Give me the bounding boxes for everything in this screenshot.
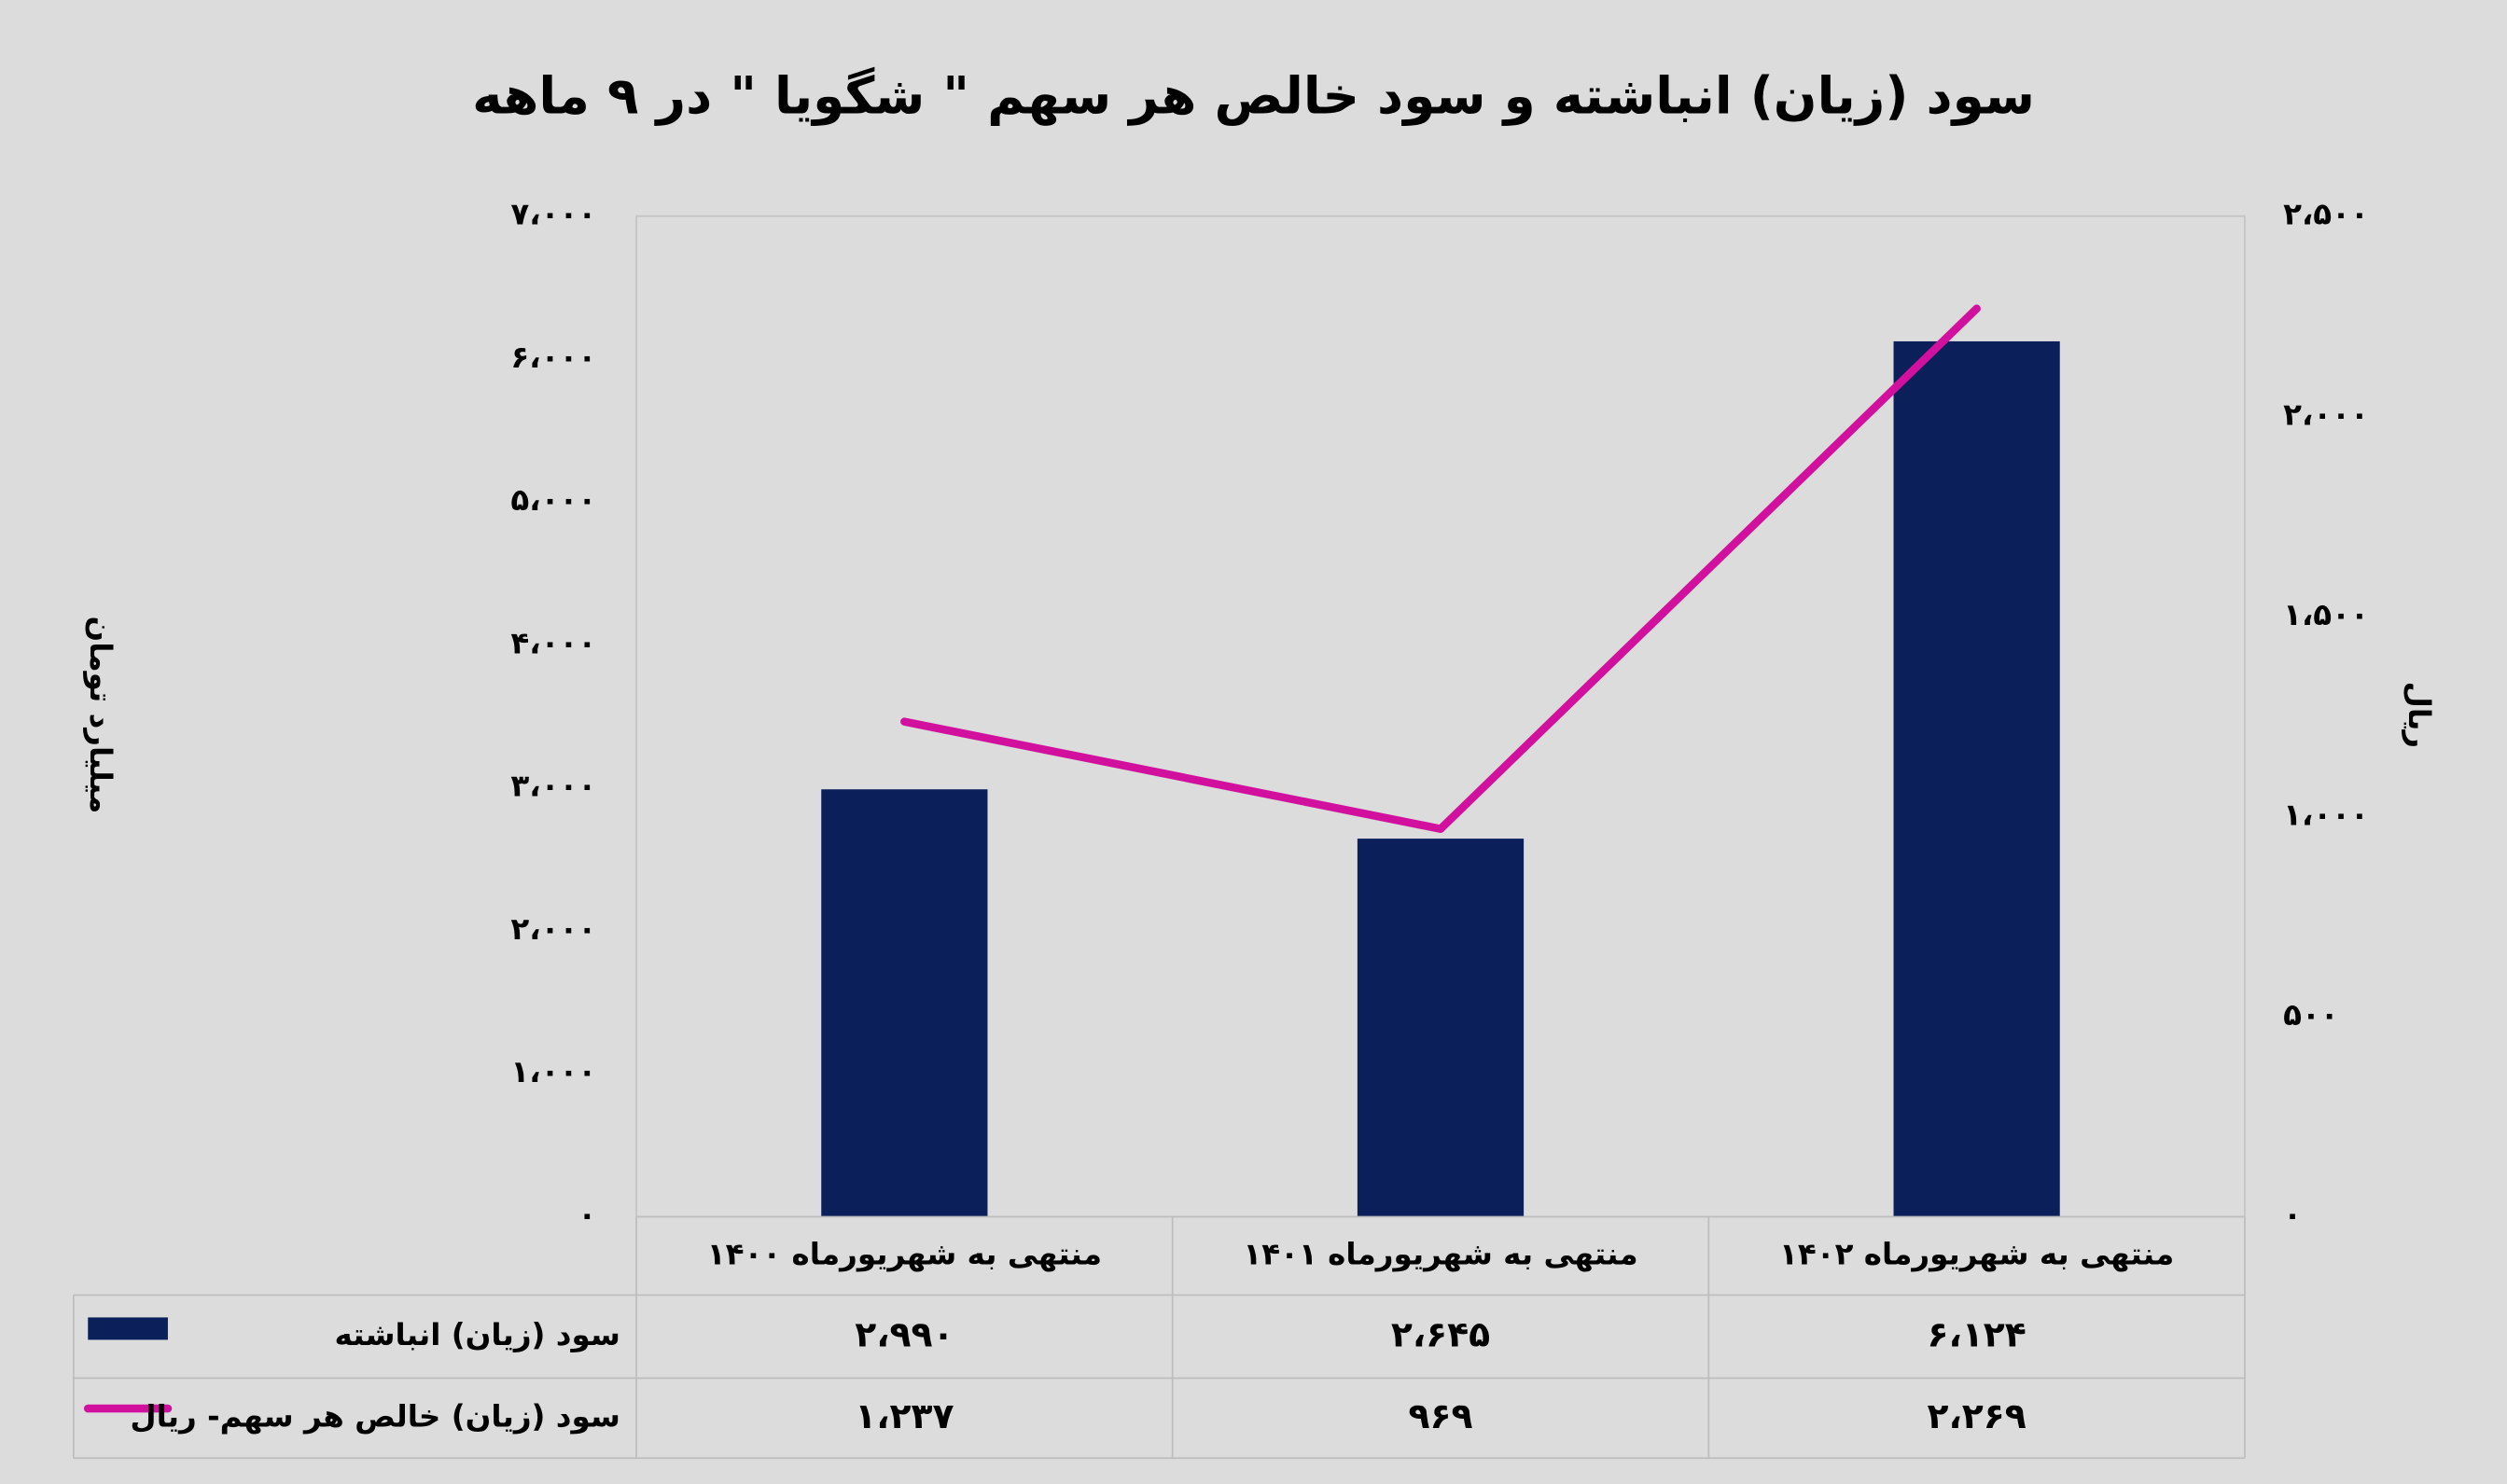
y2-tick-label: ۵۰۰ bbox=[2283, 997, 2339, 1033]
y2-tick-label: ۲،۰۰۰ bbox=[2283, 396, 2369, 432]
y2-tick-label: ۱،۵۰۰ bbox=[2283, 597, 2369, 632]
table-value: ۹۶۹ bbox=[1408, 1395, 1472, 1436]
y-tick-label: ۴،۰۰۰ bbox=[510, 625, 596, 660]
legend-swatch bbox=[88, 1317, 168, 1340]
y-tick-label: ۵،۰۰۰ bbox=[510, 482, 596, 518]
x-tick-label: منتهی به شهریورماه ۱۴۰۲ bbox=[1779, 1236, 2174, 1271]
table-value: ۲،۲۶۹ bbox=[1927, 1395, 2026, 1436]
y-tick-label: ۲،۰۰۰ bbox=[510, 911, 596, 947]
bar bbox=[1893, 340, 2060, 1217]
legend-label: سود (زیان) خالص هر سهم- ریال bbox=[130, 1398, 620, 1434]
y-tick-label: ۳،۰۰۰ bbox=[510, 769, 596, 804]
y-axis-label: میلیارد تومان bbox=[83, 616, 118, 813]
y2-tick-label: ۲،۵۰۰ bbox=[2283, 197, 2369, 232]
y-tick-label: ۰ bbox=[578, 1197, 596, 1232]
line bbox=[900, 304, 1981, 833]
table-value: ۶،۱۲۴ bbox=[1927, 1313, 2026, 1354]
table-value: ۱،۲۳۷ bbox=[855, 1395, 954, 1436]
legend-label: سود (زیان) انباشته bbox=[334, 1317, 620, 1352]
y2-axis-label: ریال bbox=[2402, 682, 2437, 748]
x-tick-label: منتهی به شهریورماه ۱۴۰۱ bbox=[1243, 1236, 1637, 1271]
bar bbox=[821, 789, 988, 1217]
y-tick-label: ۱،۰۰۰ bbox=[510, 1054, 596, 1089]
y2-tick-label: ۰ bbox=[2283, 1197, 2302, 1232]
y-tick-label: ۶،۰۰۰ bbox=[510, 340, 596, 375]
table-value: ۲،۹۹۰ bbox=[855, 1313, 954, 1354]
y-tick-label: ۷،۰۰۰ bbox=[510, 197, 596, 232]
y2-tick-label: ۱،۰۰۰ bbox=[2283, 797, 2369, 832]
chart-title: سود (زیان) انباشته و سود خالص هر سهم " ش… bbox=[472, 66, 2035, 127]
table-value: ۲،۶۴۵ bbox=[1391, 1313, 1490, 1354]
bar bbox=[1357, 839, 1525, 1217]
x-tick-label: منتهی به شهریورماه ۱۴۰۰ bbox=[707, 1236, 1102, 1271]
